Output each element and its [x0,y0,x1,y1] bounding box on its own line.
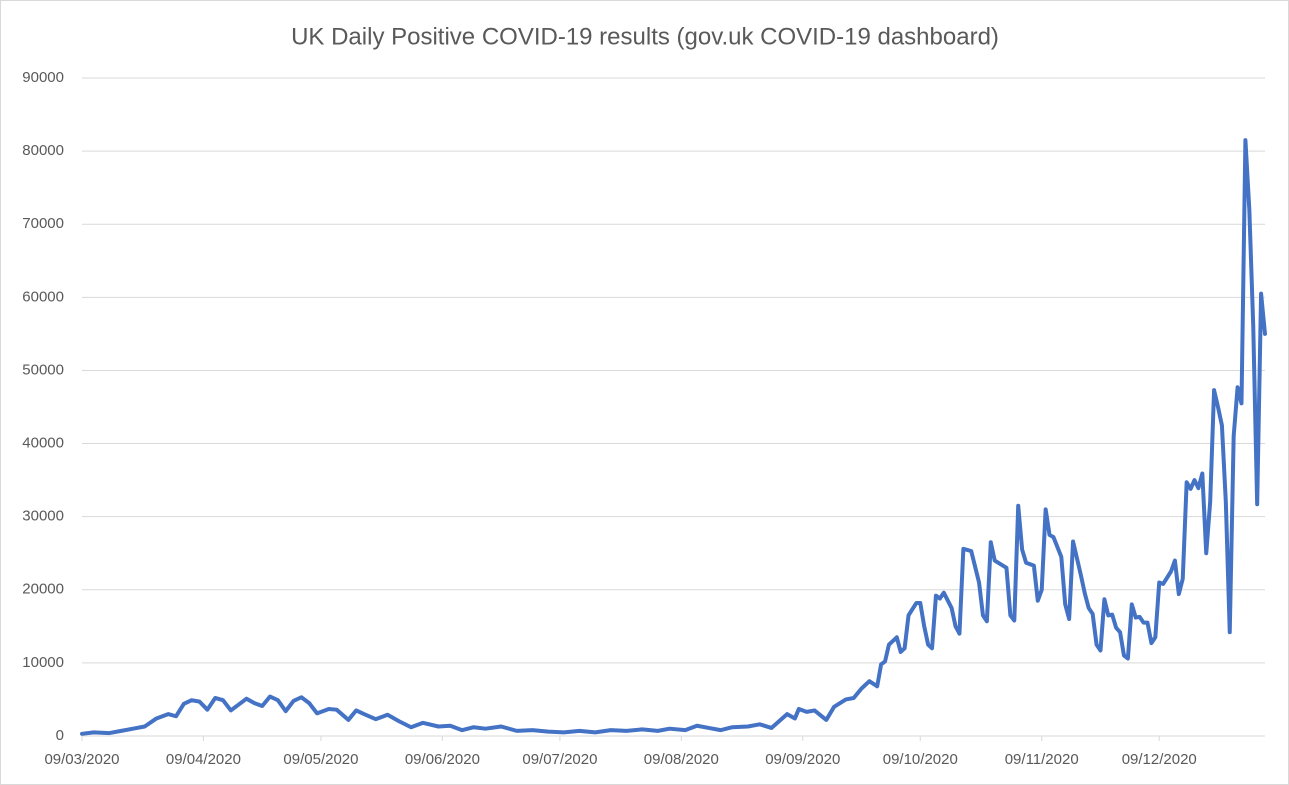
y-tick-label: 20000 [22,581,64,598]
x-tick-label: 09/11/2020 [1005,751,1079,768]
x-tick-label: 09/12/2020 [1122,751,1197,768]
y-tick-label: 50000 [22,361,64,378]
y-tick-label: 30000 [22,508,64,525]
x-tick-label: 09/07/2020 [522,751,597,768]
y-tick-label: 70000 [22,215,64,232]
x-tick-label: 09/08/2020 [644,751,719,768]
y-tick-label: 80000 [22,142,64,159]
chart-title: UK Daily Positive COVID-19 results (gov.… [291,23,999,50]
x-tick-label: 09/05/2020 [283,751,358,768]
x-tick-label: 09/03/2020 [44,751,119,768]
y-tick-label: 10000 [22,654,64,671]
y-tick-label: 60000 [22,288,64,305]
data-line [80,138,1267,736]
y-tick-label: 40000 [22,435,64,452]
y-tick-label: 90000 [22,69,64,86]
x-tick-label: 09/09/2020 [765,751,840,768]
x-tick-label: 09/06/2020 [405,751,480,768]
x-tick-label: 09/04/2020 [166,751,241,768]
x-tick-label: 09/10/2020 [883,751,958,768]
y-tick-label: 0 [56,727,64,744]
